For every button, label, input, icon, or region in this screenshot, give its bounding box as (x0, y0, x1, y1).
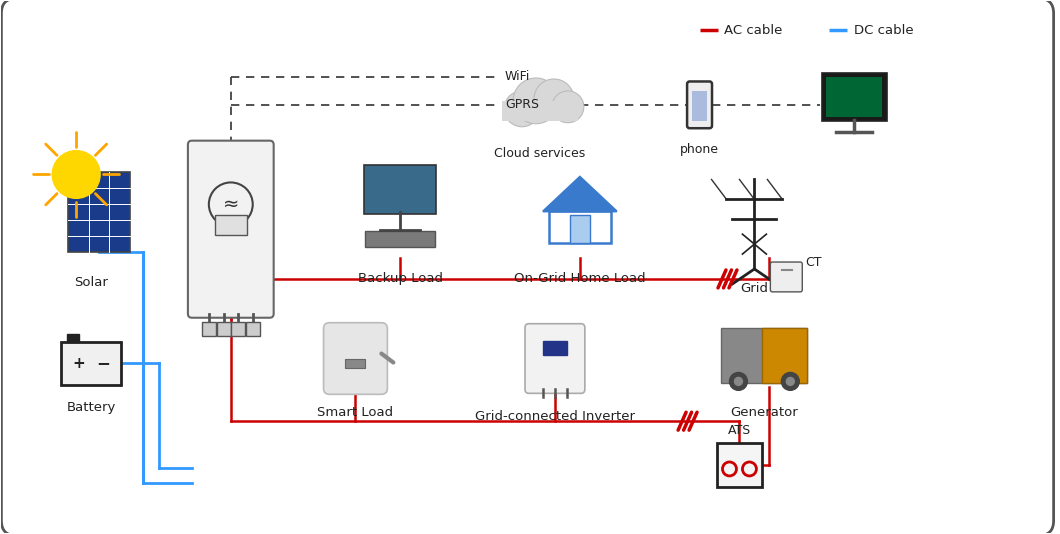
FancyBboxPatch shape (217, 321, 231, 336)
Text: Grid: Grid (741, 282, 768, 295)
FancyBboxPatch shape (201, 321, 216, 336)
Text: On-Grid Home Load: On-Grid Home Load (514, 272, 646, 285)
Circle shape (513, 78, 559, 124)
FancyBboxPatch shape (67, 334, 80, 342)
FancyBboxPatch shape (61, 342, 121, 386)
Text: ATS: ATS (728, 424, 752, 437)
FancyBboxPatch shape (502, 101, 578, 121)
Text: CT: CT (806, 256, 822, 269)
FancyBboxPatch shape (722, 328, 808, 383)
Circle shape (505, 91, 540, 127)
FancyBboxPatch shape (68, 172, 130, 252)
Circle shape (534, 79, 573, 119)
Text: −: − (96, 355, 110, 373)
FancyBboxPatch shape (543, 341, 567, 355)
FancyBboxPatch shape (231, 321, 245, 336)
FancyBboxPatch shape (246, 321, 260, 336)
FancyBboxPatch shape (826, 77, 882, 117)
FancyBboxPatch shape (717, 443, 762, 487)
Circle shape (787, 378, 794, 386)
Circle shape (52, 151, 100, 198)
Text: DC cable: DC cable (854, 23, 914, 37)
FancyBboxPatch shape (687, 82, 712, 128)
FancyBboxPatch shape (365, 164, 437, 214)
Polygon shape (549, 211, 611, 243)
Text: Generator: Generator (730, 406, 798, 419)
FancyBboxPatch shape (692, 91, 707, 121)
Text: Backup Load: Backup Load (358, 272, 443, 285)
Text: Smart Load: Smart Load (317, 406, 393, 419)
Text: ≈: ≈ (223, 195, 238, 214)
Text: WiFi: WiFi (505, 70, 530, 83)
Circle shape (781, 372, 799, 390)
Text: Cloud services: Cloud services (494, 147, 585, 160)
FancyBboxPatch shape (822, 73, 886, 121)
FancyBboxPatch shape (762, 328, 808, 383)
Text: Battery: Battery (67, 401, 116, 414)
FancyBboxPatch shape (366, 231, 436, 247)
Polygon shape (543, 177, 617, 211)
FancyBboxPatch shape (771, 262, 802, 292)
Text: AC cable: AC cable (724, 23, 783, 37)
FancyBboxPatch shape (346, 358, 366, 368)
Circle shape (735, 378, 742, 386)
Text: +: + (73, 356, 86, 371)
Text: Solar: Solar (74, 276, 108, 289)
FancyBboxPatch shape (570, 215, 589, 243)
FancyBboxPatch shape (525, 324, 585, 394)
Circle shape (729, 372, 747, 390)
Text: GPRS: GPRS (505, 98, 540, 112)
Text: phone: phone (681, 143, 719, 155)
FancyBboxPatch shape (188, 140, 273, 318)
FancyBboxPatch shape (215, 215, 247, 235)
FancyBboxPatch shape (323, 323, 387, 394)
Circle shape (552, 91, 584, 123)
Text: Grid-connected Inverter: Grid-connected Inverter (475, 410, 635, 423)
